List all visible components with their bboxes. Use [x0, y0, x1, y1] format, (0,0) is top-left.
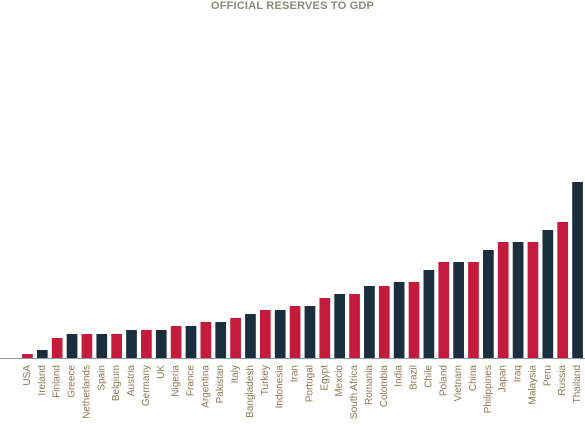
bar-germany: [141, 330, 152, 358]
chart-title: OFFICIAL RESERVES TO GDP: [210, 0, 375, 12]
bar-france: [185, 326, 197, 358]
x-tick-label: USA: [22, 365, 33, 386]
x-tick-label: Bangladesh: [245, 365, 256, 418]
x-tick-labels: USA Ireland Finland Greece Netherlands Spain B…: [22, 365, 583, 419]
x-tick-label: Egypt: [319, 365, 330, 391]
x-tick-label: Finland: [52, 365, 63, 398]
bar-egypt: [319, 298, 331, 358]
bar-philippines: [483, 250, 494, 358]
bar-japan: [497, 242, 509, 358]
x-tick-label: Austria: [126, 365, 137, 397]
bar-finland: [51, 338, 63, 358]
x-tick-label: France: [185, 365, 196, 397]
bar-poland: [438, 262, 450, 358]
bar-iraq: [512, 242, 524, 358]
x-tick-label: Iran: [290, 365, 301, 382]
x-tick-label: Turkey: [260, 365, 271, 395]
x-tick-label: Italy: [230, 365, 241, 383]
bar-colombia: [378, 286, 390, 358]
bar-iran: [289, 306, 301, 358]
bar-russia: [557, 222, 569, 358]
x-tick-label: Japan: [498, 365, 509, 392]
x-tick-label: Poland: [438, 365, 449, 396]
x-tick-label: Iraq: [513, 365, 524, 382]
x-tick-label: Belgium: [111, 365, 122, 401]
x-tick-label: Pakistan: [215, 365, 226, 403]
x-tick-label: Greece: [67, 365, 78, 398]
x-tick-label: Colombia: [379, 365, 390, 408]
x-tick-label: Chile: [423, 365, 434, 388]
bar-bangladesh: [245, 314, 256, 358]
bar-vietnam: [453, 262, 464, 358]
x-tick-label: Vietnam: [453, 365, 464, 402]
bar-greece: [66, 334, 78, 358]
bar-chile: [423, 270, 435, 358]
x-tick-label: Netherlands: [81, 365, 92, 419]
bar-italy: [230, 318, 241, 358]
x-tick-label: South Africa: [349, 365, 360, 419]
bar-mexcio: [334, 294, 346, 358]
x-tick-label: Thailand: [572, 365, 583, 403]
x-tick-label: Peru: [542, 365, 553, 386]
x-tick-label: India: [394, 365, 405, 387]
x-tick-label: Brazil: [409, 365, 420, 390]
x-tick-label: Argentina: [200, 365, 211, 408]
bar-india: [393, 282, 405, 358]
x-tick-label: Russia: [557, 365, 568, 396]
x-tick-label: Nigeria: [171, 365, 182, 397]
x-tick-label: Mexcio: [334, 365, 345, 397]
x-tick-label: Indonesia: [275, 365, 286, 409]
bar-nigeria: [170, 326, 182, 358]
x-tick-label: China: [468, 365, 479, 392]
bar-spain: [96, 334, 108, 358]
x-tick-label: Spain: [96, 365, 107, 391]
bar-portugal: [304, 306, 316, 358]
bar-austria: [126, 330, 137, 358]
bar-china: [468, 262, 479, 358]
x-tick-label: Portugal: [304, 365, 315, 402]
bar-south-africa: [349, 294, 360, 358]
bar-uk: [155, 330, 167, 358]
bar-brazil: [408, 282, 420, 358]
bar-indonesia: [274, 310, 286, 358]
bar-malaysia: [527, 242, 539, 358]
bar-thailand: [572, 182, 583, 358]
bar-pakistan: [215, 322, 227, 358]
x-tick-label: Germany: [141, 365, 152, 406]
x-tick-label: Ireland: [37, 365, 48, 396]
x-tick-label: Romania: [364, 365, 375, 405]
bar-ireland: [36, 350, 48, 358]
bar-belgium: [111, 334, 122, 358]
x-tick-label: Philippines: [483, 365, 494, 413]
x-tick-label: Malaysia: [527, 365, 538, 405]
x-tick-label: UK: [156, 365, 167, 379]
bar-romania: [364, 286, 375, 358]
bar-peru: [542, 230, 554, 358]
bar-netherlands: [81, 334, 93, 358]
bar-argentina: [200, 322, 212, 358]
bar-turkey: [259, 310, 271, 358]
bars-group: [22, 182, 583, 358]
bar-usa: [22, 354, 33, 358]
